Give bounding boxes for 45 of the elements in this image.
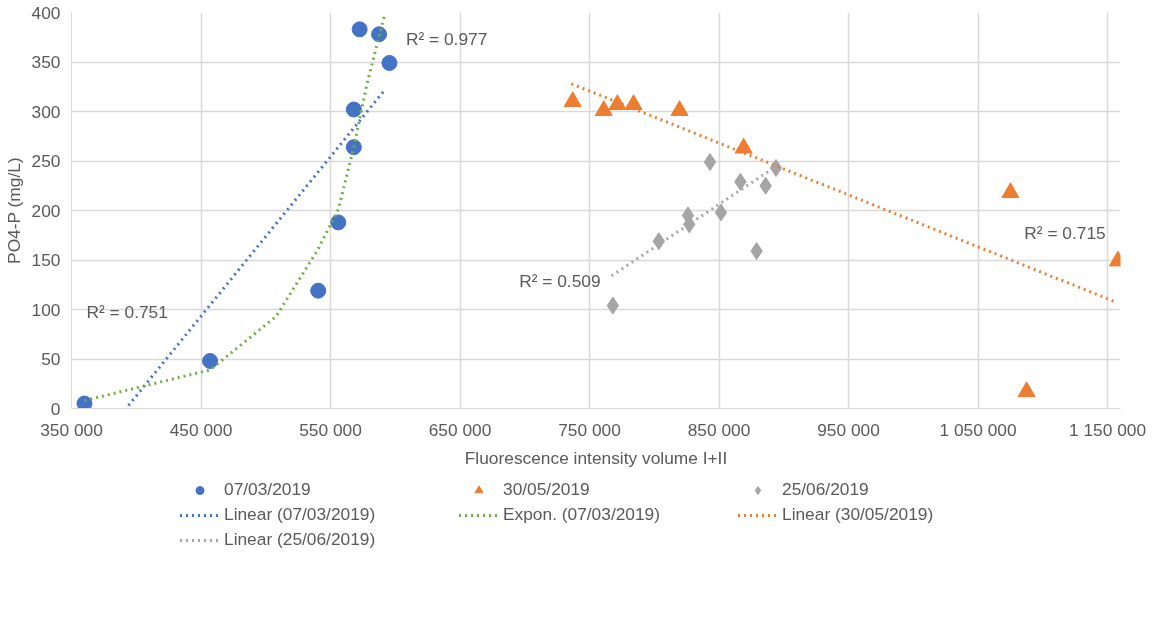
y-tick-label: 150 [31, 250, 61, 270]
y-tick-label: 100 [31, 299, 61, 320]
annotation: R² = 0.509 [519, 270, 601, 291]
point [330, 214, 347, 231]
x-tick-label: 1 150 000 [1069, 419, 1147, 440]
point [345, 139, 362, 156]
legend-label: Expon. (07/03/2019) [503, 504, 662, 525]
x-tick-label: 450 000 [169, 419, 233, 440]
legend-label: 30/05/2019 [503, 479, 591, 500]
annotation: R² = 0.977 [405, 29, 488, 50]
point [310, 282, 327, 299]
y-tick-label: 0 [50, 398, 61, 419]
y-tick-label: 400 [31, 2, 61, 23]
y-tick-label: 200 [31, 200, 61, 221]
legend-label: Linear (07/03/2019) [224, 504, 377, 525]
x-tick-label: 750 000 [558, 419, 621, 440]
y-axis-title: PO4-P (mg/L) [3, 157, 24, 264]
legend-label: 07/03/2019 [224, 479, 312, 500]
legend-label: Linear (25/06/2019) [224, 529, 377, 550]
point [76, 395, 93, 409]
point [1001, 182, 1020, 199]
x-tick-label: 650 000 [428, 419, 492, 440]
legend-label: 25/06/2019 [782, 479, 870, 500]
legend-label: Linear (30/05/2019) [782, 504, 935, 525]
x-tick-label: 350 000 [40, 419, 103, 440]
x-axis-title: Fluorescence intensity volume I+II [464, 447, 728, 468]
point [351, 21, 368, 38]
annotation: R² = 0.715 [1024, 222, 1106, 243]
x-tick-label: 550 000 [299, 419, 362, 440]
point [1017, 381, 1036, 398]
x-tick-label: 850 000 [687, 419, 751, 440]
x-tick-label: 1 050 000 [939, 419, 1017, 440]
point [714, 203, 728, 222]
point [202, 352, 219, 369]
y-tick-label: 350 [31, 52, 61, 72]
point [703, 152, 717, 171]
y-tick-label: 50 [41, 349, 61, 369]
y-tick-label: 250 [31, 151, 61, 171]
annotation: R² = 0.751 [86, 301, 168, 322]
point [345, 101, 362, 118]
point [371, 26, 388, 43]
x-tick-label: 950 000 [817, 419, 880, 440]
point [563, 91, 582, 108]
y-tick-label: 300 [31, 101, 61, 122]
point [381, 55, 398, 71]
